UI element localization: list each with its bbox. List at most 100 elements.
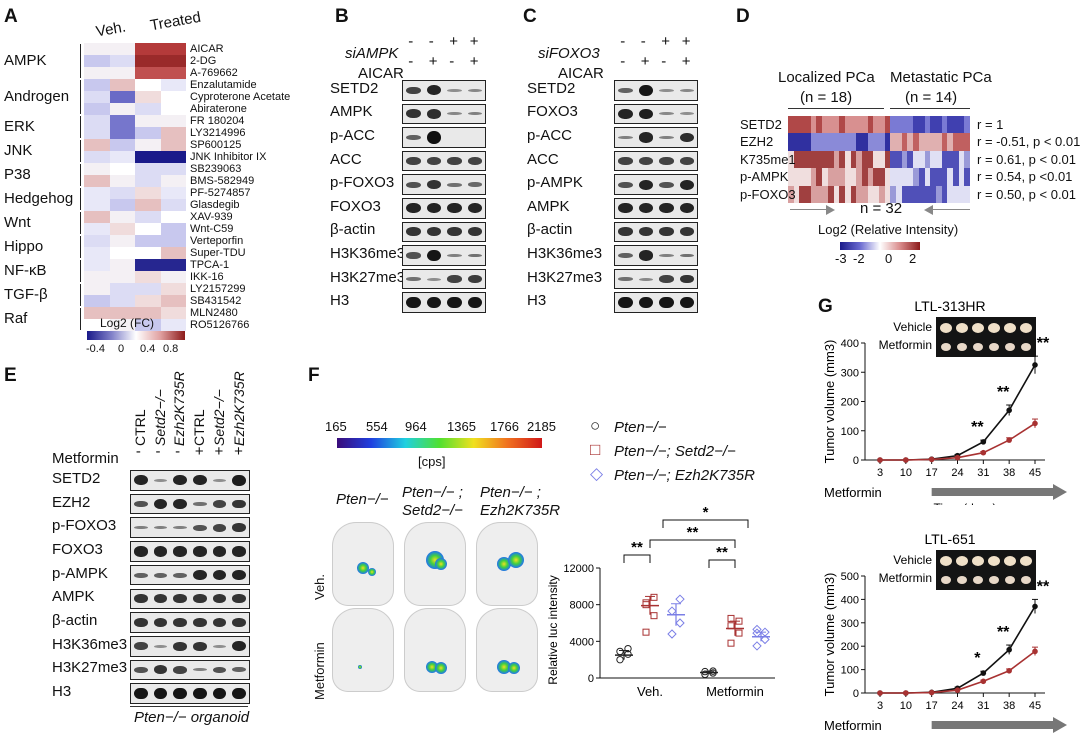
heat-cell: [839, 168, 846, 186]
heat-cell: [793, 133, 800, 151]
compound-label: SB239063: [190, 163, 242, 175]
cond-mark: -: [449, 53, 455, 70]
tumor-sample: [989, 576, 999, 584]
blot-band: [173, 475, 187, 486]
heat-cell: [84, 175, 110, 187]
panel-d-letter: D: [736, 6, 750, 27]
blot-band: [193, 618, 207, 627]
f-scale-tick: 964: [405, 419, 427, 434]
blot-band: [173, 572, 187, 578]
blot-band: [426, 85, 441, 96]
heat-cell: [879, 185, 885, 203]
g-title: LTL-651: [924, 531, 975, 547]
blot-band: [134, 546, 148, 557]
pathway-label: ERK: [4, 118, 35, 135]
arrow-head-icon: [924, 205, 933, 215]
heat-cell: [879, 133, 885, 151]
blot-band: [134, 594, 148, 604]
blot-band: [638, 132, 653, 143]
blot-band: [173, 687, 187, 700]
blot-strip: [130, 612, 250, 633]
f-col-label: Pten−/− ; Setd2−/−: [402, 484, 463, 519]
blot-band: [638, 297, 653, 309]
heat-cell: [109, 127, 135, 139]
f-point: [709, 667, 717, 675]
legend-symbol: ○: [590, 416, 601, 435]
scale-a-tick: -0.4: [86, 343, 105, 355]
cond-mark: -: [175, 443, 181, 460]
g-xtick-label: 24: [951, 700, 963, 712]
heat-cell: [850, 150, 857, 169]
e-col-label: Ezh2K735R: [230, 371, 247, 446]
heat-cell: [84, 91, 110, 103]
g-point: [980, 678, 987, 685]
g-point: [980, 449, 987, 456]
heat-cell: [964, 116, 971, 134]
pathway-bracket: [80, 188, 81, 210]
mouse-image: [476, 608, 538, 692]
heat-cell: [918, 185, 925, 203]
heat-cell: [844, 133, 851, 151]
blot-row-label: H3K36me3: [527, 245, 603, 262]
g-series-line: [880, 364, 1036, 461]
heat-cell: [822, 150, 829, 169]
d-stat: r = -0.51, p < 0.01: [977, 134, 1080, 150]
heat-cell: [827, 116, 834, 134]
blot-strip: [614, 268, 698, 290]
heat-cell: [827, 150, 834, 169]
heat-cell: [901, 116, 908, 134]
blot-band: [679, 203, 694, 214]
heat-cell: [109, 283, 135, 295]
legend-symbol: ◇: [590, 464, 604, 483]
blot-band: [406, 203, 421, 214]
blot-strip: [402, 80, 486, 101]
blot-band: [618, 157, 633, 165]
chart-g2: LTL-651 Tumor volume (mm3) 0 100 200 300 400 50…: [822, 531, 1067, 733]
scale-a-title: Log2 (FC): [100, 316, 155, 330]
pathway-bracket: [80, 140, 81, 162]
d-scale-tick: 2: [909, 251, 917, 266]
tumor-sample: [1004, 323, 1016, 333]
heat-cell: [884, 133, 891, 151]
legend-label: Pten−/−; Ezh2K735R: [614, 467, 755, 484]
heat-cell: [109, 247, 135, 259]
heat-cell: [907, 185, 914, 203]
heat-cell: [913, 116, 920, 134]
blot-band: [153, 644, 168, 648]
heat-cell: [788, 185, 794, 203]
blot-band: [232, 499, 246, 509]
heat-cell: [890, 133, 897, 151]
heat-cell: [964, 185, 971, 203]
blot-band: [447, 297, 462, 309]
blot-band: [134, 526, 148, 530]
g-ylabel: Tumor volume (mm3): [822, 340, 837, 464]
heat-cell: [810, 133, 817, 151]
heat-cell: [930, 185, 937, 203]
blot-band: [212, 666, 227, 674]
cond-mark: +: [449, 33, 459, 50]
d-bracket: [890, 108, 970, 109]
luminescence-spot: [425, 660, 438, 673]
blot-row-label: β-actin: [527, 221, 573, 239]
blot-row-label: p-ACC: [330, 127, 376, 144]
blot-band: [467, 112, 482, 116]
blot-band: [618, 135, 633, 139]
pathway-bracket: [80, 80, 81, 114]
blot-band: [679, 132, 694, 143]
blot-band: [679, 297, 694, 309]
heat-cell: [839, 133, 846, 151]
heat-cell: [935, 185, 942, 203]
heat-cell: [833, 168, 840, 186]
blot-band: [659, 135, 674, 139]
heat-cell: [918, 116, 925, 134]
pathway-bracket: [80, 116, 81, 138]
heat-cell: [799, 168, 806, 186]
blot-row-label: H3: [52, 683, 72, 701]
heat-cell: [160, 211, 186, 223]
d-stat: r = 0.50, p < 0.01: [977, 186, 1077, 202]
heat-cell: [135, 259, 161, 271]
blot-band: [193, 594, 207, 604]
f-point: [727, 622, 735, 630]
blot-strip: [614, 174, 698, 195]
g-point: [877, 457, 883, 463]
